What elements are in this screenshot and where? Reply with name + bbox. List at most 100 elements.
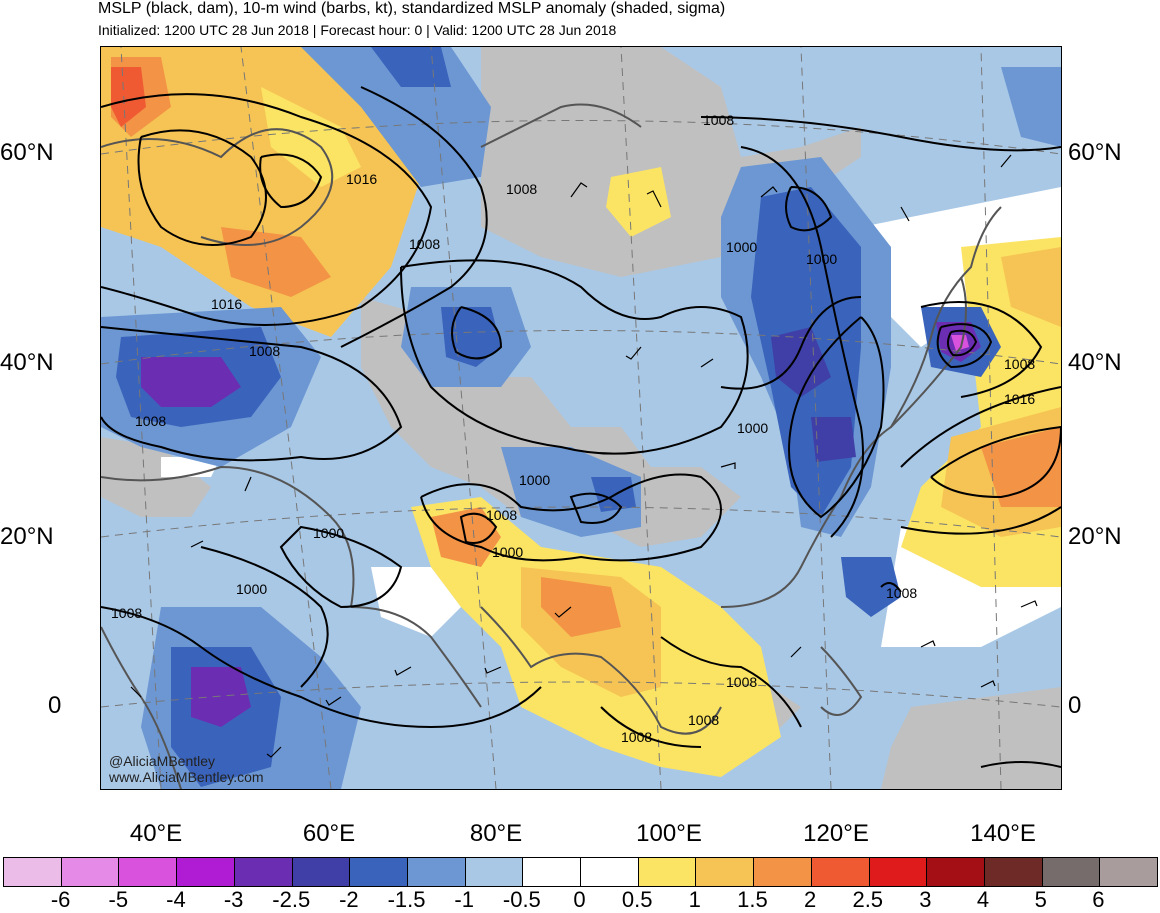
- lon-label: 120°E: [803, 820, 869, 847]
- lon-label: 140°E: [970, 820, 1036, 847]
- map-panel: 1016 1008 1008 1008 1016 1008 1000 1000 …: [100, 46, 1062, 790]
- colorbar-swatch: [984, 858, 1043, 886]
- anomaly-negative-region: [841, 557, 901, 617]
- colorbar-label: 4: [976, 887, 990, 912]
- contour-label: 1000: [492, 544, 523, 560]
- colorbar-label: -2: [339, 887, 359, 912]
- anomaly-negative-region: [191, 667, 251, 727]
- anomaly-gray-region: [101, 437, 211, 517]
- contour-label: 1008: [249, 343, 280, 359]
- lon-label: 100°E: [636, 820, 702, 847]
- contour-label: 1008: [111, 605, 142, 621]
- anomaly-negative-region: [1001, 67, 1061, 147]
- colorbar-label: 6: [1092, 887, 1105, 912]
- colorbar-swatch: [1042, 858, 1101, 886]
- colorbar-label: -4: [166, 887, 186, 912]
- anomaly-negative-region: [811, 417, 856, 462]
- contour-label: 1008: [886, 585, 917, 601]
- colorbar-label: -3: [223, 887, 244, 912]
- map-subtitle: Initialized: 1200 UTC 28 Jun 2018 | Fore…: [98, 22, 617, 38]
- anomaly-gray-region: [881, 687, 1061, 789]
- colorbar-swatch: [407, 858, 466, 886]
- colorbar-label: 3: [919, 887, 932, 912]
- colorbar-swatch: [523, 858, 582, 886]
- lon-label: 80°E: [469, 820, 523, 847]
- contour-label: 1000: [726, 239, 757, 255]
- colorbar-swatch: [350, 858, 408, 886]
- contour-labels: 1016 1008 1008 1008 1016 1008 1000 1000 …: [111, 112, 1035, 745]
- anomaly-positive-region: [606, 167, 671, 237]
- colorbar-swatch: [869, 858, 928, 886]
- colorbar-label: 5: [1034, 887, 1047, 912]
- credit-site: www.AliciaMBentley.com: [109, 769, 264, 785]
- contour-label: 1008: [506, 181, 537, 197]
- lat-label-left: 60°N: [0, 139, 54, 166]
- colorbar-swatch: [119, 858, 178, 886]
- contour-label: 1008: [486, 507, 517, 523]
- anomaly-positive-region: [541, 577, 621, 637]
- colorbar-swatch: [4, 858, 62, 886]
- lat-label-right: 40°N: [1068, 349, 1122, 376]
- contour-label: 1008: [726, 674, 757, 690]
- contour-label: 1000: [519, 472, 550, 488]
- colorbar-swatch: [234, 858, 293, 886]
- lat-label-right: 60°N: [1068, 139, 1122, 166]
- contour-label: 1000: [313, 525, 344, 541]
- anomaly-positive-region: [981, 427, 1061, 507]
- lat-label-left: 0: [48, 692, 62, 719]
- anomaly-white-region: [861, 187, 1061, 347]
- anomaly-positive-region: [111, 67, 146, 127]
- contour-label: 1008: [621, 729, 652, 745]
- colorbar-swatch: [811, 858, 870, 886]
- colorbar-swatch: [638, 858, 697, 886]
- colorbar-swatch: [581, 858, 639, 886]
- contour-label: 1000: [737, 420, 768, 436]
- anomaly-negative-region: [141, 357, 241, 407]
- colorbar-label: -1.5: [387, 887, 426, 912]
- colorbar-swatch: [696, 858, 755, 886]
- contour-label: 1016: [346, 171, 377, 187]
- colorbar-label: 1: [688, 887, 701, 912]
- colorbar-swatch: [754, 858, 812, 886]
- anomaly-positive-region: [101, 47, 421, 337]
- wind-barbs: [130, 154, 1038, 758]
- colorbar-label: 2: [803, 887, 817, 912]
- anomaly-negative-region: [951, 335, 969, 351]
- anomaly-positive-region: [1001, 247, 1061, 327]
- lat-label-left: 20°N: [0, 523, 54, 550]
- lat-label-right: 20°N: [1068, 523, 1122, 550]
- contour-label: 1008: [409, 236, 440, 252]
- colorbar-label: 2.5: [852, 887, 884, 912]
- colorbar-swatch: [1100, 858, 1158, 886]
- contour-label: 1008: [1004, 356, 1035, 372]
- colorbar-label: -1: [454, 887, 474, 912]
- colorbar-label: -5: [108, 887, 129, 912]
- contour-label: 1000: [806, 251, 837, 267]
- colorbar-label: 0.5: [621, 887, 653, 912]
- lat-label-right: 0: [1068, 692, 1082, 719]
- colorbar-swatch: [177, 858, 235, 886]
- mslp-contours: [101, 86, 1061, 768]
- anomaly-negative-region: [771, 327, 831, 397]
- contour-label: 1016: [1004, 391, 1035, 407]
- lon-label: 60°E: [302, 820, 356, 847]
- colorbar-label: 1.5: [737, 887, 768, 912]
- map-title: MSLP (black, dam), 10-m wind (barbs, kt)…: [98, 0, 726, 17]
- colorbar-label: -6: [50, 887, 71, 912]
- colorbar-swatch: [61, 858, 120, 886]
- colorbar-label: 0: [573, 887, 586, 912]
- lat-label-left: 40°N: [0, 349, 54, 376]
- contour-label: 1008: [703, 112, 734, 128]
- credit-handle: @AliciaMBentley: [109, 753, 216, 769]
- colorbar: [3, 857, 1158, 887]
- contour-label: 1008: [135, 413, 166, 429]
- contour-label: 1008: [688, 712, 719, 728]
- colorbar-label: -0.5: [502, 887, 541, 912]
- colorbar-swatch: [927, 858, 985, 886]
- lon-label: 40°E: [129, 820, 183, 847]
- colorbar-swatch: [465, 858, 524, 886]
- anomaly-negative-region: [371, 47, 451, 87]
- contour-label: 1000: [236, 581, 267, 597]
- anomaly-negative-region: [501, 447, 641, 537]
- colorbar-swatch: [292, 858, 351, 886]
